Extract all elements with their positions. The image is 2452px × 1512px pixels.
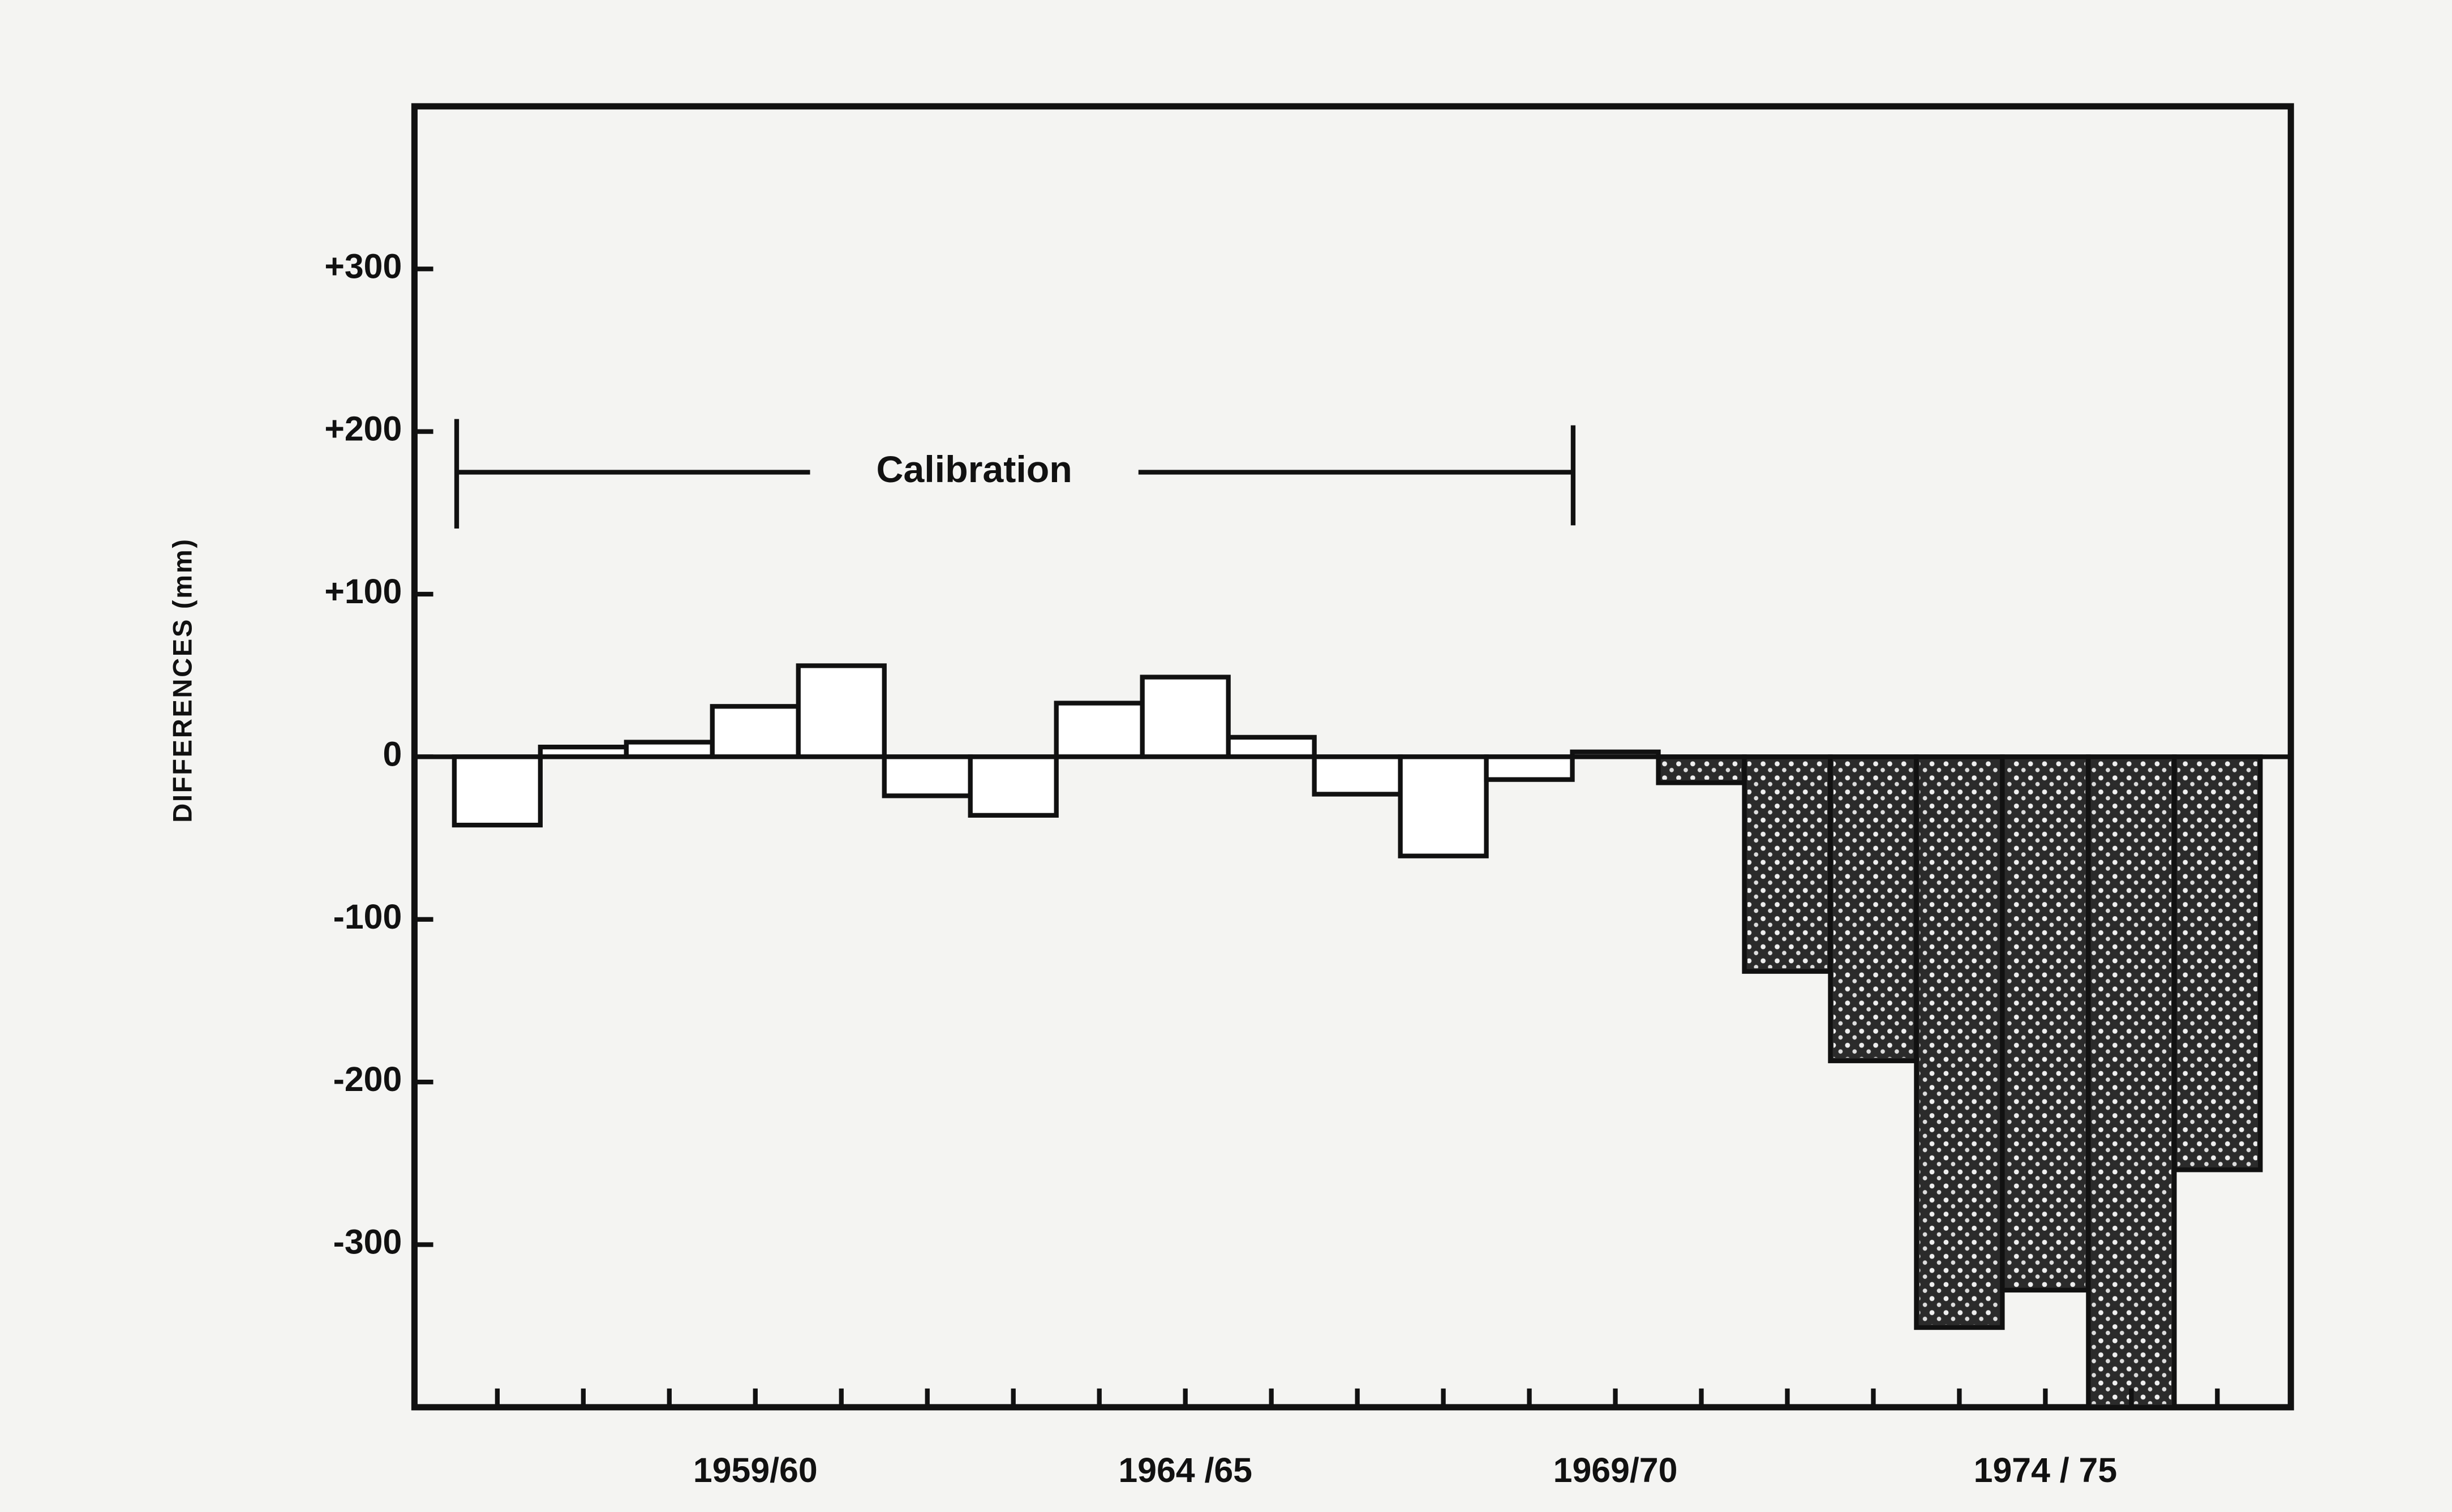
bar [1914,754,2005,1330]
bar [882,754,973,798]
bar [968,754,1059,818]
y-tick-label: -100 [333,897,402,936]
bar [1226,734,1317,759]
y-tick-label: 0 [383,734,402,773]
y-tick-label: -200 [333,1060,402,1098]
bar [1742,754,1833,974]
calibration-bracket [454,419,1576,529]
y-tick-label: -300 [333,1223,402,1261]
y-tick-label: +200 [324,410,402,448]
x-tick-label: 1964 /65 [1118,1451,1252,1489]
bar [1398,754,1489,858]
y-tick-label: +100 [324,572,402,611]
x-tick-label: 1969/70 [1553,1451,1678,1489]
x-tick-label: 1959/60 [693,1451,818,1489]
bar [1828,754,1919,1063]
bar [1054,701,1145,759]
bar [452,754,543,828]
bar [2086,754,2177,1410]
bar [2172,754,2263,1172]
bar [2000,754,2091,1293]
y-axis-title: DIFFERENCES (mm) [168,538,197,823]
bar [796,663,887,759]
y-tick-label: +300 [324,247,402,285]
x-tick-label: 1974 / 75 [1974,1451,2117,1489]
bar [1656,754,1747,785]
annotation: Calibration [877,449,1072,491]
bar [1484,754,1575,782]
bar [710,704,801,759]
bar [1140,675,1231,759]
bar [1312,754,1403,797]
